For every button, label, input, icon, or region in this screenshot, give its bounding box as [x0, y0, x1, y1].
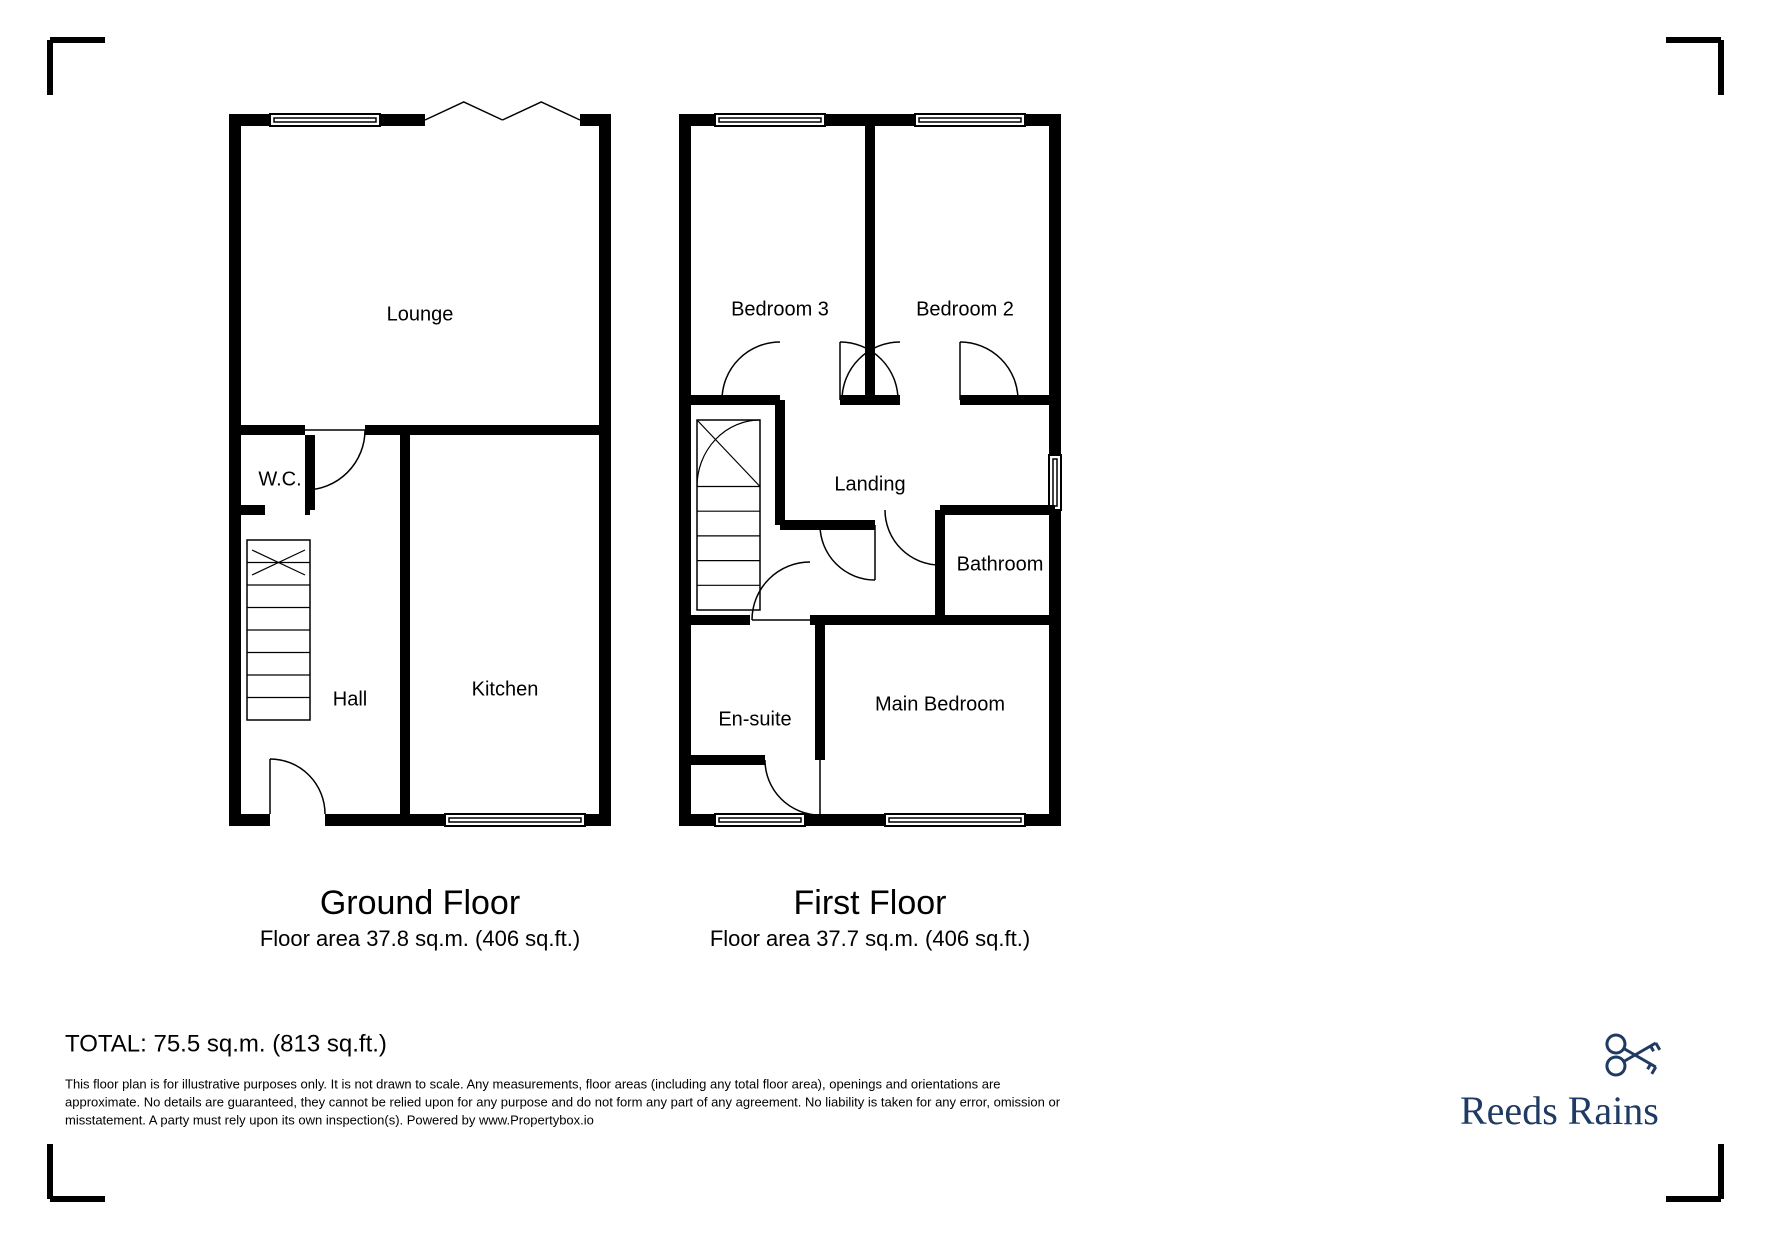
- room-label-lounge: Lounge: [387, 303, 454, 325]
- room-label-bathroom: Bathroom: [957, 553, 1044, 575]
- room-label-en-suite: En-suite: [718, 708, 791, 730]
- floor-subtitle-ground: Floor area 37.8 sq.m. (406 sq.ft.): [260, 926, 580, 951]
- room-label-landing: Landing: [834, 473, 905, 495]
- brand-text: Reeds Rains: [1460, 1088, 1659, 1133]
- floor-first: Bedroom 3 Bedroom 2 Landing Bathroom En-suit…: [634, 114, 1061, 826]
- total-area: TOTAL: 75.5 sq.m. (813 sq.ft.): [65, 1030, 387, 1057]
- stairs: [247, 540, 310, 720]
- floor-title-first: First Floor: [794, 884, 947, 922]
- brand-logo: Reeds Rains: [1460, 1032, 1660, 1133]
- room-label-main-bedroom: Main Bedroom: [875, 693, 1005, 715]
- disclaimer-line: approximate. No details are guaranteed, …: [65, 1094, 1061, 1109]
- floor-title-ground: Ground Floor: [320, 884, 520, 922]
- room-label-hall: Hall: [333, 688, 367, 710]
- room-label-w-c-: W.C.: [258, 468, 301, 490]
- stairs: [634, 420, 760, 610]
- disclaimer-line: This floor plan is for illustrative purp…: [65, 1076, 1001, 1091]
- floor-subtitle-first: Floor area 37.7 sq.m. (406 sq.ft.): [710, 926, 1030, 951]
- room-label-bedroom-2: Bedroom 2: [916, 298, 1014, 320]
- disclaimer-line: misstatement. A party must rely upon its…: [65, 1112, 594, 1127]
- room-label-kitchen: Kitchen: [472, 678, 539, 700]
- room-label-bedroom-3: Bedroom 3: [731, 298, 829, 320]
- floor-ground: Lounge W.C. Hall Kitchen: [229, 102, 611, 826]
